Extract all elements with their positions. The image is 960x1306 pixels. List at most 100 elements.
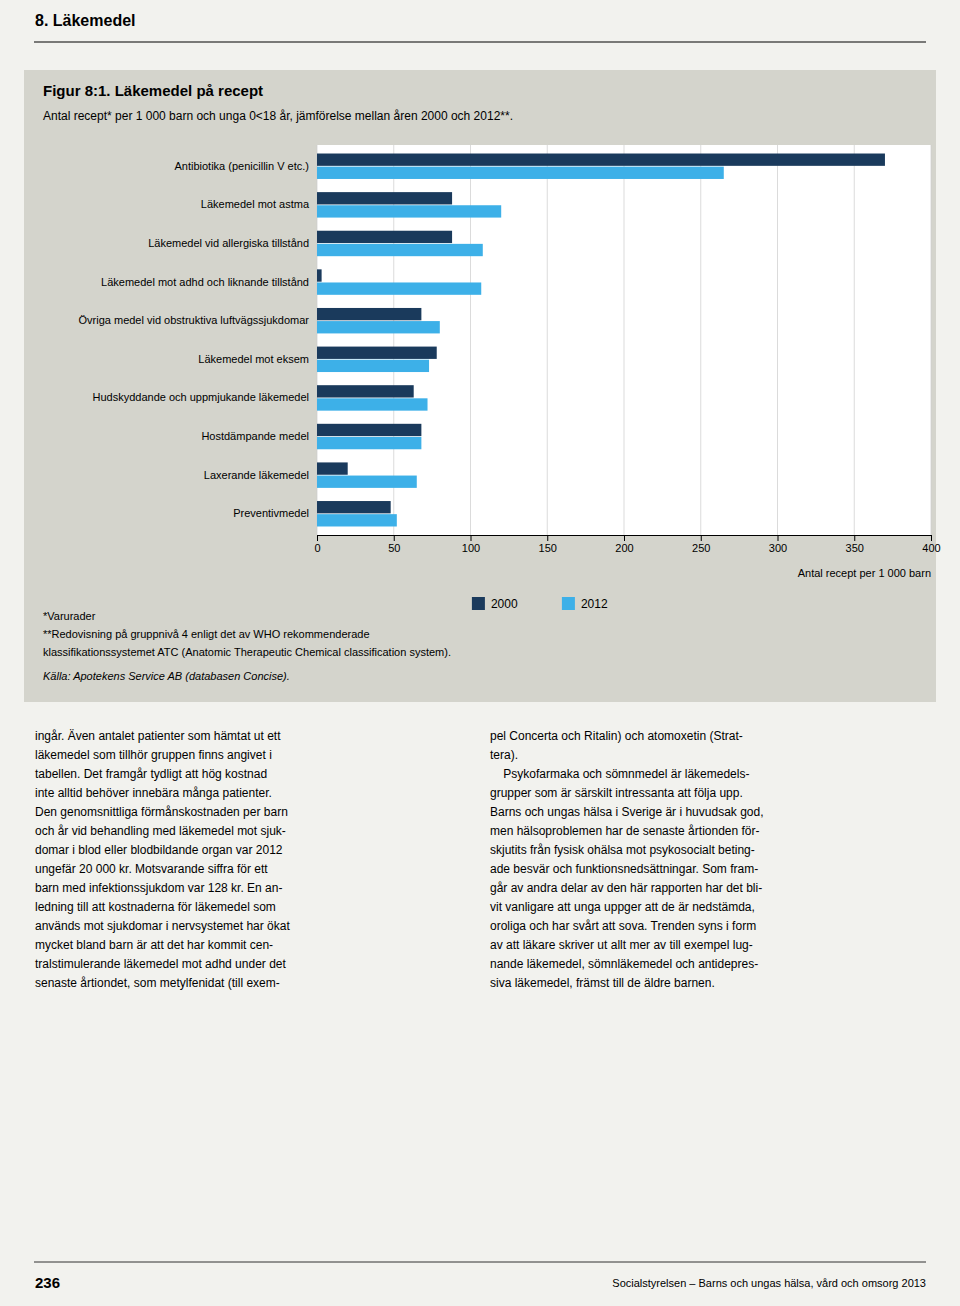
body-line: Barns och ungas hälsa i Sverige är i huv… bbox=[490, 805, 764, 819]
bar bbox=[317, 347, 437, 359]
body-line: tera). bbox=[490, 748, 518, 762]
x-tick-mark bbox=[624, 535, 625, 541]
bar bbox=[317, 437, 421, 449]
y-tick: Laxerande läkemedel bbox=[204, 469, 309, 481]
body-line: domar i blod eller blodbildande organ va… bbox=[35, 843, 283, 857]
bar bbox=[317, 398, 428, 410]
grid-line bbox=[931, 145, 932, 535]
legend-label: 2012 bbox=[581, 597, 608, 611]
x-tick-label: 0 bbox=[314, 542, 320, 554]
footnote: *Varurader bbox=[43, 610, 96, 622]
category-label: Hostdämpande medel bbox=[201, 430, 309, 442]
x-axis-label: Antal recept per 1 000 barn bbox=[798, 567, 931, 579]
bar bbox=[317, 462, 348, 474]
title: Figur 8:1. Läkemedel på recept bbox=[43, 82, 263, 99]
plot-background bbox=[317, 145, 931, 535]
body-text: pel Concerta och Ritalin) och atomoxetin… bbox=[490, 729, 764, 990]
x-axis-line bbox=[318, 536, 932, 542]
x-tick: 50 bbox=[388, 535, 400, 554]
footer-source: Socialstyrelsen – Barns och ungas hälsa,… bbox=[612, 1277, 926, 1289]
body-line: barn med infektionssjukdom var 128 kr. E… bbox=[35, 881, 282, 895]
bar bbox=[317, 385, 414, 397]
x-tick-mark bbox=[778, 535, 779, 541]
body-line: siva läkemedel, främst till de äldre bar… bbox=[490, 976, 715, 990]
grid bbox=[317, 145, 931, 535]
y-tick: Läkemedel mot eksem bbox=[198, 353, 309, 365]
legend-swatch bbox=[472, 597, 485, 610]
body-line: Den genomsnittliga förmånskostnaden per … bbox=[35, 805, 288, 819]
bar bbox=[317, 167, 724, 179]
body-line: tralstimulerande läkemedel mot adhd unde… bbox=[35, 957, 286, 971]
body-line: oroliga och har svårt att sova. Trenden … bbox=[490, 919, 756, 933]
bar bbox=[317, 476, 417, 488]
x-tick-label: 200 bbox=[615, 542, 633, 554]
x-tick-label: 250 bbox=[692, 542, 710, 554]
footnote: **Redovisning på gruppnivå 4 enligt det … bbox=[43, 628, 370, 640]
x-tick-label: 150 bbox=[539, 542, 557, 554]
x-tick-mark bbox=[854, 535, 855, 541]
body-line: nande läkemedel, sömnläkemedel och antid… bbox=[490, 957, 758, 971]
x-tick-mark bbox=[701, 535, 702, 541]
body-line: inte alltid behöver innebära många patie… bbox=[35, 786, 272, 800]
category-label: Läkemedel mot adhd och liknande tillstån… bbox=[101, 276, 309, 288]
category-label: Antibiotika (penicillin V etc.) bbox=[174, 160, 309, 172]
body-line: men hälsoproblemen har de senaste årtion… bbox=[490, 824, 760, 838]
x-tick: 250 bbox=[692, 535, 710, 554]
background bbox=[0, 0, 960, 1306]
body-line: går av andra delar av den här rapporten … bbox=[490, 881, 762, 895]
bar-series bbox=[317, 154, 885, 514]
x-tick: 200 bbox=[615, 535, 633, 554]
y-tick: Läkemedel mot adhd och liknande tillstån… bbox=[101, 276, 309, 288]
body-line: av att läkare skriver ut allt mer av til… bbox=[490, 938, 753, 952]
legend: 2000 2012 bbox=[472, 597, 608, 611]
bar bbox=[317, 205, 501, 217]
category-label: Övriga medel vid obstruktiva luftvägssju… bbox=[79, 314, 310, 326]
grid-line bbox=[854, 145, 855, 535]
bar bbox=[317, 501, 391, 513]
x-tick: 400 bbox=[922, 535, 940, 554]
body-line: ade besvär och funktionsnedsättningar. S… bbox=[490, 862, 758, 876]
header-text: 8. Läkemedel bbox=[35, 12, 136, 29]
legend-item: 2012 bbox=[562, 597, 608, 611]
subtitle: Antal recept* per 1 000 barn och unga 0<… bbox=[43, 109, 513, 123]
footer-rule bbox=[34, 1262, 926, 1263]
body-line: pel Concerta och Ritalin) och atomoxetin… bbox=[490, 729, 743, 743]
body-line: ungefär 20 000 kr. Motsvarande siffra fö… bbox=[35, 862, 268, 876]
footnote: Källa: Apotekens Service AB (databasen C… bbox=[43, 670, 290, 682]
bar bbox=[317, 321, 440, 333]
x-tick-label: 400 bbox=[922, 542, 940, 554]
body-line: används mot sjukdomar i nervsystemet har… bbox=[35, 919, 290, 933]
category-label: Läkemedel mot astma bbox=[201, 198, 310, 210]
y-tick: Läkemedel vid allergiska tillstånd bbox=[148, 237, 309, 249]
category-label: Preventivmedel bbox=[233, 507, 309, 519]
legend-label: 2000 bbox=[491, 597, 518, 611]
bar bbox=[317, 269, 322, 281]
body-line: grupper som är särskilt intressanta att … bbox=[490, 786, 743, 800]
bar bbox=[317, 514, 397, 526]
legend-item: 2000 bbox=[472, 597, 518, 611]
y-tick: Hudskyddande och uppmjukande läkemedel bbox=[93, 391, 309, 403]
body-line: ledning till att kostnaderna för läkemed… bbox=[35, 900, 276, 914]
grid-line bbox=[547, 145, 548, 535]
x-tick-mark bbox=[317, 535, 318, 541]
body-line: tabellen. Det framgår tydligt att hög ko… bbox=[35, 767, 267, 781]
page: 8. Läkemedel Figur 8:1. Läkemedel på rece… bbox=[0, 0, 960, 1306]
category-label: Läkemedel mot eksem bbox=[198, 353, 309, 365]
chart-panel bbox=[24, 70, 936, 702]
x-tick-mark bbox=[931, 535, 932, 541]
body-line: och år vid behandling med läkemedel mot … bbox=[35, 824, 286, 838]
x-tick: 150 bbox=[539, 535, 557, 554]
grid-line bbox=[624, 145, 625, 535]
x-tick: 300 bbox=[769, 535, 787, 554]
y-tick: Antibiotika (penicillin V etc.) bbox=[174, 160, 309, 172]
legend-swatch bbox=[562, 597, 575, 610]
x-tick-mark bbox=[394, 535, 395, 541]
x-tick: 100 bbox=[462, 535, 480, 554]
bar bbox=[317, 424, 421, 436]
body-text: ingår. Även antalet patienter som hämtat… bbox=[35, 729, 290, 990]
footer-page: 236 bbox=[35, 1274, 60, 1291]
body-line: ingår. Även antalet patienter som hämtat… bbox=[35, 729, 281, 743]
bar bbox=[317, 192, 452, 204]
x-axis: 050100150200250300350400 bbox=[314, 535, 940, 554]
bar bbox=[317, 282, 481, 294]
